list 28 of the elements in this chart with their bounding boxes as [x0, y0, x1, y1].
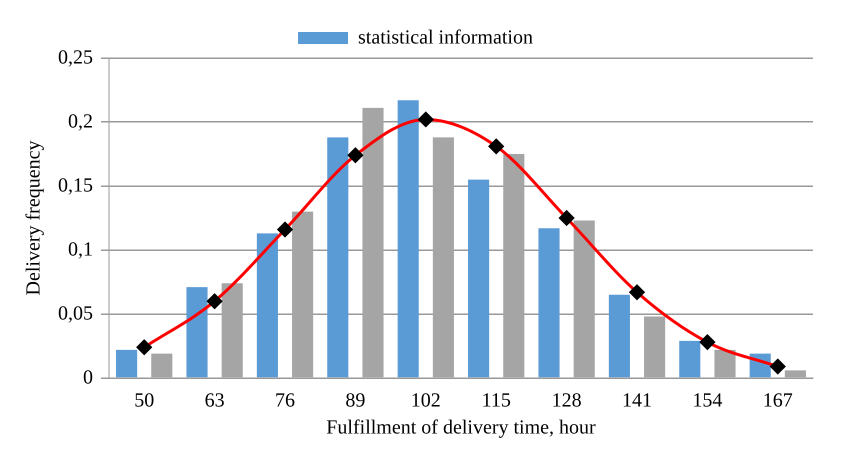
y-tick-label: 0,15 — [58, 174, 93, 196]
x-tick-label: 128 — [552, 389, 582, 412]
bar — [398, 100, 419, 378]
y-tick-label: 0,25 — [58, 46, 93, 68]
x-tick-label: 63 — [204, 389, 225, 412]
bar — [538, 228, 560, 378]
bar — [468, 180, 490, 378]
x-axis-title: Fulfillment of delivery time, hour — [326, 416, 596, 438]
y-tick-label: 0,1 — [68, 238, 93, 260]
x-tick-label: 76 — [275, 389, 295, 412]
x-tick-label: 50 — [134, 389, 154, 412]
y-tick-label: 0,2 — [68, 110, 93, 132]
y-tick-label: 0 — [83, 366, 93, 388]
x-tick-label: 141 — [622, 389, 652, 412]
legend-label: statistical information — [358, 26, 533, 48]
y-tick-label: 0,05 — [58, 302, 93, 324]
bar — [608, 294, 630, 378]
x-tick-label: 102 — [410, 389, 441, 412]
x-tick-label: 89 — [345, 389, 366, 412]
bar — [327, 137, 348, 378]
x-tick-label: 115 — [482, 389, 511, 412]
bar — [256, 233, 278, 378]
bar — [186, 287, 208, 378]
y-axis-title: Delivery frequency — [22, 140, 44, 296]
bar — [116, 350, 138, 378]
bar — [679, 340, 700, 378]
x-tick-label: 167 — [762, 389, 793, 412]
x-tick-label: 154 — [692, 389, 722, 412]
